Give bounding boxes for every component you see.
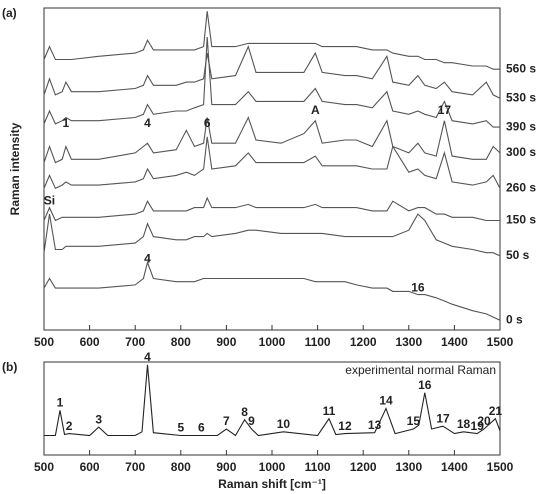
peak-label: 5 [177, 421, 184, 435]
peak-label: 21 [489, 404, 503, 418]
peak-label: 16 [418, 378, 432, 392]
peak-label: 12 [338, 419, 352, 433]
spectrum-line [43, 45, 501, 99]
series-label: 300 s [506, 145, 536, 159]
plot-frame [43, 7, 501, 331]
x-tick-label: 500 [34, 335, 54, 349]
peak-label: 18 [457, 417, 471, 431]
peak-annotation: 6 [204, 116, 211, 130]
x-tick-label: 1500 [487, 460, 514, 474]
peak-label: 9 [248, 414, 255, 428]
x-tick-label: 800 [171, 335, 191, 349]
x-tick-label: 1500 [487, 335, 514, 349]
spectrum-line [43, 260, 501, 321]
series-label: 390 s [506, 119, 536, 133]
x-tick-label: 1200 [350, 460, 377, 474]
series-label: 260 s [506, 180, 536, 194]
peak-annotation: Si [44, 193, 55, 207]
peak-label: 14 [379, 394, 393, 408]
peak-label: 4 [144, 350, 151, 364]
x-tick-label: 1300 [395, 335, 422, 349]
x-tick-label: 500 [34, 460, 54, 474]
peak-label: 10 [277, 417, 291, 431]
spectrum-line [43, 213, 501, 257]
panel-label: (b) [2, 360, 17, 374]
peak-label: 17 [436, 411, 450, 425]
peak-annotation: 1 [63, 116, 70, 130]
x-tick-label: 1400 [441, 460, 468, 474]
series-label: 0 s [506, 313, 523, 327]
x-axis-label: Raman shift [cm⁻¹] [218, 477, 326, 491]
series-label: 530 s [506, 90, 536, 104]
series-label: 50 s [506, 248, 530, 262]
x-tick-label: 800 [171, 460, 191, 474]
x-tick-label: 600 [80, 460, 100, 474]
peak-label: 3 [95, 412, 102, 426]
x-tick-label: 900 [216, 335, 236, 349]
y-axis-label: Raman intensity [8, 122, 22, 215]
spectrum-line [44, 364, 501, 437]
peak-label: 13 [368, 418, 382, 432]
peak-label: 2 [66, 419, 73, 433]
x-tick-label: 1300 [395, 460, 422, 474]
peak-label: 6 [198, 421, 205, 435]
peak-label: 1 [57, 396, 64, 410]
x-tick-label: 600 [80, 335, 100, 349]
x-tick-label: 1200 [350, 335, 377, 349]
peak-annotation: 16 [411, 280, 425, 294]
panel-label: (a) [2, 6, 17, 20]
series-label: 560 s [506, 61, 536, 75]
spectrum-line [43, 136, 501, 190]
peak-label: 19 [471, 419, 485, 433]
spectrum-line [43, 11, 500, 70]
peak-label: 7 [223, 414, 230, 428]
peak-annotation: 4 [144, 251, 151, 265]
peak-annotation: 17 [438, 103, 452, 117]
x-tick-label: 900 [216, 460, 236, 474]
peak-annotation: 4 [144, 116, 151, 130]
peak-label: 15 [407, 414, 421, 428]
spectrum-line [43, 196, 500, 222]
peak-annotation: A [311, 103, 320, 117]
x-tick-label: 1100 [305, 335, 331, 349]
series-label: 150 s [506, 213, 536, 227]
panel-title: experimental normal Raman [345, 363, 496, 377]
x-tick-label: 1100 [305, 460, 331, 474]
peak-label: 8 [241, 405, 248, 419]
x-tick-label: 1400 [441, 335, 468, 349]
x-tick-label: 700 [125, 335, 145, 349]
x-tick-label: 1000 [259, 460, 286, 474]
peak-label: 20 [477, 414, 491, 428]
spectrum-line [43, 116, 501, 164]
x-tick-label: 700 [125, 460, 145, 474]
spectrum-line [43, 36, 500, 128]
x-tick-label: 1000 [259, 335, 286, 349]
peak-label: 11 [323, 404, 336, 418]
